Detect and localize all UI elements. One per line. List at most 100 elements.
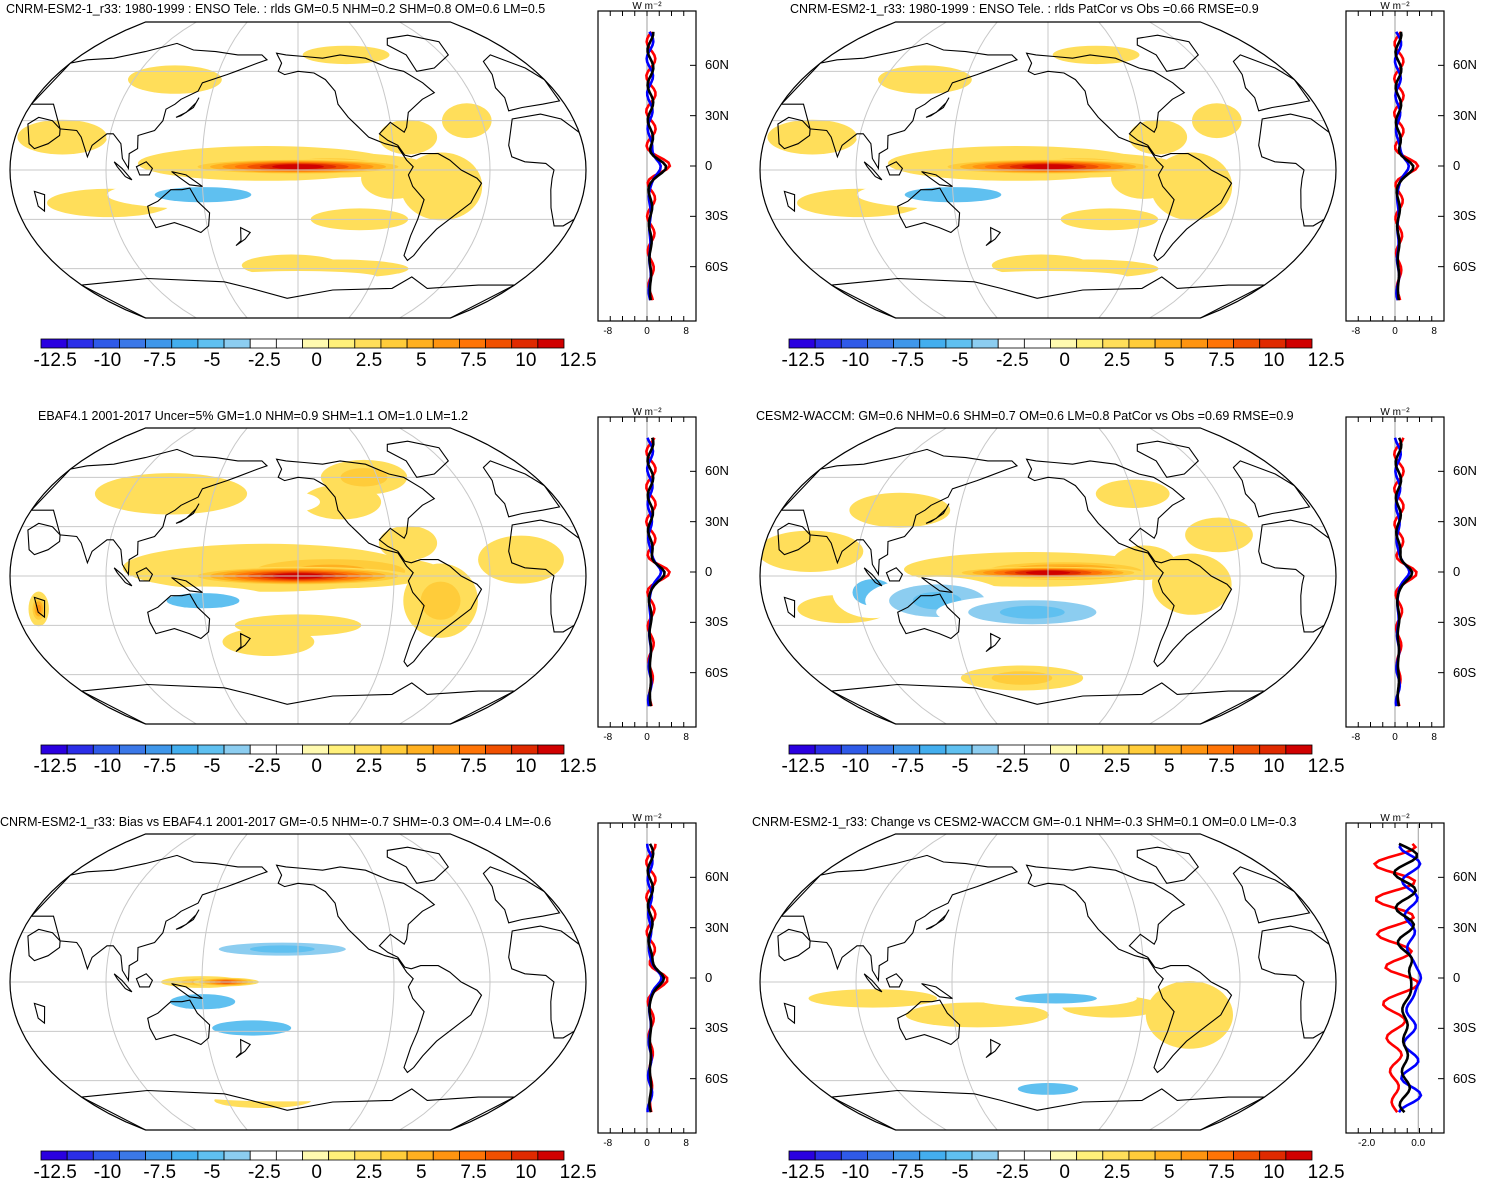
coastline: [79, 1088, 515, 1130]
colorbar: [788, 338, 1313, 349]
coastline: [780, 42, 1019, 171]
colorbar-tick-label: -10: [841, 350, 870, 371]
coastline: [783, 1002, 796, 1025]
latitude-label: 30S: [1453, 1020, 1477, 1036]
colorbar-box: [1206, 1150, 1234, 1161]
colorbar-box: [66, 1150, 94, 1161]
colorbar-tick-label: -2.5: [995, 1162, 1029, 1183]
colorbar-tick-label: 7.5: [1208, 1162, 1235, 1183]
coastlines: [27, 846, 586, 1130]
colorbar-box: [1233, 338, 1261, 349]
colorbar-box: [432, 338, 460, 349]
colorbar-tick-label: 2.5: [1103, 350, 1131, 371]
colorbar-tick-label: -12.5: [781, 350, 825, 371]
colorbar-tick-label: 0: [1059, 1162, 1070, 1183]
colorbar-box: [1233, 1150, 1261, 1161]
coastline: [33, 190, 46, 213]
colorbar-box: [919, 1150, 947, 1161]
colorbar-box: [971, 1150, 999, 1161]
colorbar-tick-label: 12.5: [1307, 1162, 1345, 1183]
latitude-label: 30N: [1453, 513, 1477, 529]
coastline: [27, 116, 61, 150]
colorbar-box: [1023, 744, 1051, 755]
coastline: [780, 448, 1019, 577]
colorbar-box: [380, 1150, 408, 1161]
colorbar-box: [1076, 338, 1104, 349]
coastline: [925, 503, 950, 524]
profile-line-diff: [1394, 31, 1415, 301]
coastline: [985, 1038, 1002, 1059]
coastline: [863, 973, 883, 993]
colorbar-tick-label: 0: [311, 350, 322, 371]
colorbar-tick-label: 12.5: [1307, 756, 1345, 777]
x-axis-label: 0: [1392, 732, 1398, 743]
colorbar: [40, 744, 565, 755]
coastlines: [777, 34, 1336, 318]
zonal-profile: [597, 822, 697, 1134]
colorbar-tick-label: -10: [93, 756, 122, 777]
map-field: [760, 428, 1336, 724]
colorbar-box: [1154, 744, 1182, 755]
map-border: [9, 427, 587, 725]
colorbar-box: [197, 1150, 225, 1161]
world-map: [9, 21, 587, 319]
coastline: [235, 226, 252, 247]
coastline: [777, 116, 811, 150]
x-axis-label: -2.0: [1358, 1138, 1376, 1149]
coastline: [885, 973, 904, 988]
colorbar-box: [1050, 338, 1078, 349]
colorbar-box: [66, 744, 94, 755]
field-contour: [914, 91, 1035, 111]
colorbar-box: [1102, 744, 1130, 755]
profile-line-diff: [646, 843, 666, 1113]
x-axis-label: -8: [603, 1138, 613, 1149]
colorbar-box: [1206, 338, 1234, 349]
panel-title: CNRM-ESM2-1_r33: Change vs CESM2-WACCM G…: [752, 815, 1297, 829]
colorbar-box: [867, 744, 894, 755]
colorbar-box: [971, 744, 999, 755]
colorbar-tick-label: 2.5: [355, 350, 383, 371]
panel-title: CNRM-ESM2-1_r33: 1980-1999 : ENSO Tele. …: [6, 2, 546, 16]
colorbar-tick-label: 10: [1263, 756, 1285, 777]
map-field: [10, 22, 586, 318]
x-axis-label: -8: [1351, 732, 1361, 743]
coastline: [235, 1038, 252, 1059]
colorbar-tick-label: -10: [93, 1162, 122, 1183]
profile-line-diff: [1394, 437, 1414, 707]
latitude-label: 30S: [1453, 614, 1477, 630]
coastline: [235, 632, 252, 653]
profile-line-diff: [1392, 842, 1419, 1114]
field-contour: [94, 473, 248, 515]
latitude-label: 0: [1453, 158, 1461, 173]
colorbar-tick-label: 0: [311, 756, 322, 777]
coastline: [1232, 460, 1311, 518]
coastline: [113, 161, 133, 181]
colorbar-tick-label: -5: [203, 756, 221, 777]
coastline: [147, 999, 211, 1046]
field-contour: [771, 898, 880, 934]
latitude-label: 60N: [1453, 463, 1477, 479]
coastline: [897, 593, 961, 640]
colorbar-box: [788, 1150, 816, 1161]
colorbar-box: [145, 338, 173, 349]
colorbar-box: [537, 338, 565, 349]
field-contour: [420, 581, 461, 620]
colorbar-tick-label: -12.5: [33, 350, 77, 371]
coastline: [79, 276, 515, 318]
colorbar-box: [223, 1150, 251, 1161]
colorbar-tick-label: 12.5: [559, 350, 597, 371]
colorbar-box: [328, 744, 356, 755]
x-axis-label: 8: [1431, 326, 1437, 337]
colorbar-box: [1128, 338, 1156, 349]
colorbar-box: [171, 1150, 199, 1161]
colorbar-box: [275, 338, 303, 349]
x-axis-label: 0: [1392, 326, 1398, 337]
colorbar-box: [432, 1150, 460, 1161]
coastline: [897, 187, 961, 234]
colorbar-box: [354, 338, 382, 349]
coastline: [33, 1002, 46, 1025]
coastline: [30, 448, 269, 577]
coastline: [885, 567, 904, 582]
map-field: [760, 834, 1336, 1130]
unit-label: W m⁻²: [1380, 407, 1410, 418]
